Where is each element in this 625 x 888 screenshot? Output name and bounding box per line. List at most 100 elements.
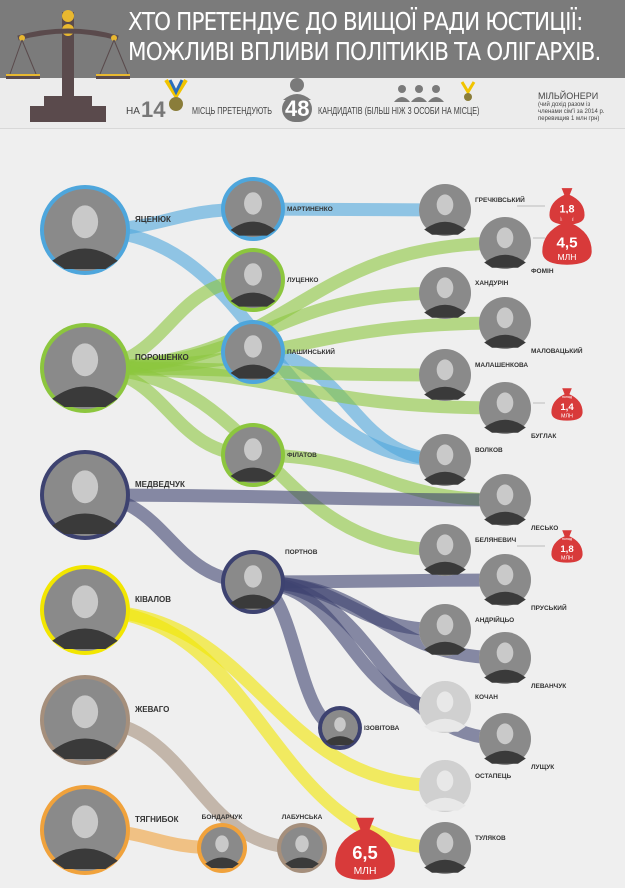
candidate-node[interactable]: ЛЕСЬКО	[479, 474, 558, 532]
intermediary-name: ПАШИНСЬКИЙ	[287, 347, 335, 356]
portrait-icon	[52, 695, 118, 759]
portrait-icon	[484, 307, 526, 348]
politician-node[interactable]: ЖЕВАГО	[40, 675, 169, 765]
portrait-icon	[230, 263, 276, 307]
candidate-name: ТУЛЯКОВ	[475, 835, 506, 842]
money-bag-icon	[549, 188, 585, 225]
candidate-node[interactable]: ТУЛЯКОВ	[419, 822, 506, 874]
money-bag-icon	[551, 388, 583, 421]
money-unit: МЛН	[354, 866, 377, 877]
portrait-icon	[230, 192, 276, 236]
money-unit: МЛН	[561, 556, 573, 562]
intermediary-node[interactable]: ПОРТНОВ	[221, 549, 318, 614]
medal-icon	[164, 78, 188, 111]
candidate-name: ХАНДУРІН	[475, 280, 509, 287]
intermediary-name: ІЗОВІТОВА	[364, 725, 400, 732]
money-value: 6,5	[352, 842, 378, 863]
candidate-node[interactable]: МАЛОВАЦЬКИЙ	[479, 297, 583, 355]
candidate-node[interactable]: ХАНДУРІН	[419, 267, 509, 319]
legend-title: МІЛЬЙОНЕРИ	[538, 91, 599, 101]
politician-node[interactable]: КІВАЛОВ	[40, 565, 171, 655]
portrait-icon	[424, 194, 466, 235]
candidate-node[interactable]: АНДРІЙЦЬО	[419, 604, 514, 656]
money-value: 1,8	[559, 203, 574, 215]
candidate-node[interactable]: МАЛАШЕНКОВА	[419, 349, 528, 401]
legend-note-3: перевищив 1 млн грн)	[538, 116, 600, 122]
person-icon	[283, 78, 311, 100]
politician-name: ЖЕВАГО	[134, 705, 169, 714]
portrait-icon	[52, 805, 118, 869]
money-unit: МЛН	[558, 252, 577, 262]
intermediary-node[interactable]: ФІЛАТОВ	[221, 423, 317, 487]
politician-node[interactable]: МЕДВЕДЧУК	[40, 450, 185, 540]
seats-count: 14	[141, 97, 166, 122]
portrait-icon	[52, 470, 118, 534]
portrait-icon	[52, 585, 118, 649]
influence-link	[252, 345, 446, 467]
no-photo-silhouette-icon	[424, 770, 466, 811]
no-photo-silhouette-icon	[424, 691, 466, 732]
portrait-icon	[230, 565, 276, 609]
politician-node[interactable]: ТЯГНИБОК	[40, 785, 179, 875]
candidate-name: ОСТАПЕЦЬ	[475, 773, 512, 780]
candidate-name: МАЛОВАЦЬКИЙ	[531, 346, 583, 355]
candidate-name: ЛЕВАНЧУК	[531, 683, 566, 690]
intermediary-node[interactable]: ПАШИНСЬКИЙ	[221, 320, 335, 384]
portrait-icon	[484, 484, 526, 525]
influence-link	[252, 575, 506, 746]
title-line-2: МОЖЛИВІ ВПЛИВИ ПОЛІТИКІВ ТА ОЛІГАРХІВ.	[128, 37, 601, 66]
portrait-icon	[484, 227, 526, 268]
politician-node[interactable]: ПОРОШЕНКО	[40, 323, 189, 413]
candidate-name: БУГЛАК	[531, 433, 556, 440]
portrait-icon	[424, 359, 466, 400]
candidate-node[interactable]: КОЧАН	[419, 681, 498, 733]
candidate-name: АНДРІЙЦЬО	[475, 615, 514, 624]
intermediary-node[interactable]: БОНДАРЧУК	[197, 814, 247, 873]
candidate-node[interactable]: ПРУСЬКИЙ	[479, 554, 567, 612]
portrait-icon	[205, 835, 239, 868]
candidates-count: 48	[285, 96, 310, 121]
candidate-node[interactable]: ЛУЩУК	[479, 713, 554, 771]
portrait-icon	[285, 835, 319, 868]
portrait-icon	[424, 534, 466, 575]
influence-link	[84, 488, 506, 507]
candidates-text: КАНДИДАТІВ (БІЛЬШ НІЖ 3 ОСОБИ НА МІСЦЕ)	[318, 106, 480, 117]
politician-name: КІВАЛОВ	[135, 595, 171, 604]
money-value: 1,4	[560, 402, 574, 413]
money-prefix: понад	[562, 395, 573, 399]
title-line-1: ХТО ПРЕТЕНДУЄ ДО ВИЩОЇ РАДИ ЮСТИЦІЇ:	[128, 7, 583, 36]
medal-icon-small	[460, 81, 476, 101]
portrait-icon	[52, 205, 118, 269]
intermediary-name: ПОРТНОВ	[285, 549, 318, 556]
candidate-node[interactable]: ОСТАПЕЦЬ	[419, 760, 512, 812]
candidate-name: ФОМІН	[531, 268, 554, 275]
candidate-node[interactable]: ЛЕВАНЧУК	[479, 632, 566, 690]
intermediary-node[interactable]: ІЗОВІТОВА	[318, 706, 400, 750]
intermediary-node[interactable]: ЛАБУНСЬКА	[277, 814, 327, 873]
portrait-icon	[424, 277, 466, 318]
politician-node[interactable]: ЯЦЕНЮК	[40, 185, 171, 275]
candidate-name: ЛЕСЬКО	[531, 525, 558, 532]
money-prefix: понад	[562, 537, 573, 541]
politician-name: ТЯГНИБОК	[135, 815, 179, 824]
intermediary-name: ФІЛАТОВ	[287, 452, 317, 459]
portrait-icon	[52, 343, 118, 407]
candidate-node[interactable]: ВОЛКОВ	[419, 434, 503, 486]
candidate-name: МАЛАШЕНКОВА	[475, 362, 528, 369]
intermediary-name: ЛАБУНСЬКА	[282, 814, 323, 821]
money-value: 1,8	[560, 544, 574, 555]
intermediary-name: МАРТИНЕНКО	[287, 206, 333, 213]
portrait-icon	[325, 717, 355, 746]
intermediary-node[interactable]: ЛУЦЕНКО	[221, 248, 318, 312]
people-group-icon	[394, 85, 444, 102]
portrait-icon	[424, 614, 466, 655]
money-unit: МЛН	[561, 414, 573, 420]
intermediary-node[interactable]: МАРТИНЕНКО	[221, 177, 333, 241]
money-bag-icon	[335, 817, 395, 880]
portrait-icon	[484, 392, 526, 433]
portrait-icon	[424, 444, 466, 485]
